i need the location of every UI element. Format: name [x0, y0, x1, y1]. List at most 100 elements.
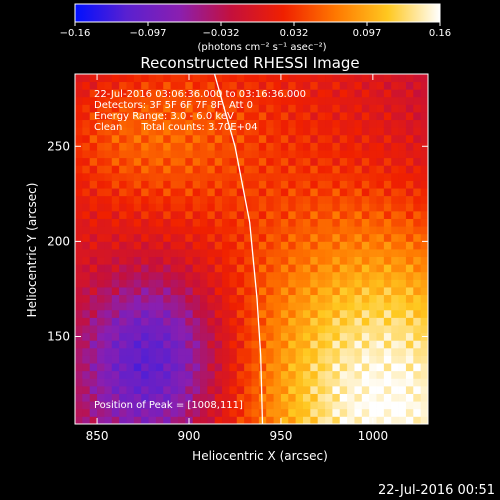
heatmap-cell	[376, 89, 385, 98]
heatmap-cell	[82, 134, 91, 143]
heatmap-cell	[420, 264, 428, 273]
heatmap-cell	[354, 210, 363, 219]
heatmap-cell	[391, 195, 399, 204]
heatmap-cell	[405, 347, 414, 356]
heatmap-cell	[170, 104, 179, 113]
heatmap-cell	[163, 89, 171, 98]
heatmap-cell	[141, 401, 149, 410]
heatmap-cell	[89, 157, 98, 166]
heatmap-cell	[207, 210, 216, 219]
heatmap-cell	[214, 355, 223, 364]
heatmap-cell	[141, 89, 149, 98]
heatmap-cell	[288, 165, 297, 174]
heatmap-cell	[229, 81, 238, 90]
heatmap-cell	[251, 119, 260, 128]
heatmap-cell	[310, 226, 319, 235]
heatmap-cell	[295, 218, 304, 227]
heatmap-cell	[148, 119, 157, 128]
heatmap-cell	[119, 104, 127, 113]
heatmap-cell	[413, 104, 422, 113]
heatmap-cell	[354, 81, 363, 90]
heatmap-cell	[141, 385, 149, 394]
heatmap-cell	[361, 203, 370, 212]
heatmap-cell	[236, 363, 245, 372]
heatmap-cell	[207, 309, 216, 318]
heatmap-cell	[214, 180, 223, 189]
heatmap-cell	[126, 127, 135, 136]
heatmap-cell	[126, 172, 135, 181]
heatmap-cell	[251, 408, 260, 417]
heatmap-cell	[200, 325, 208, 334]
heatmap-cell	[126, 150, 135, 159]
heatmap-cell	[177, 127, 186, 136]
heatmap-cell	[347, 416, 355, 424]
heatmap-cell	[405, 408, 414, 417]
heatmap-cell	[391, 134, 399, 143]
heatmap-cell	[405, 385, 414, 394]
heatmap-cell	[214, 378, 223, 387]
heatmap-cell	[398, 233, 407, 242]
heatmap-cell	[170, 203, 179, 212]
heatmap-cell	[369, 188, 377, 197]
heatmap-cell	[126, 264, 135, 273]
heatmap-cell	[236, 134, 245, 143]
heatmap-cell	[280, 271, 289, 280]
heatmap-cell	[214, 347, 223, 356]
heatmap-cell	[339, 89, 348, 98]
heatmap-cell	[347, 142, 355, 151]
heatmap-cell	[214, 89, 223, 98]
heatmap-cell	[89, 218, 98, 227]
heatmap-cell	[376, 195, 385, 204]
heatmap-cell	[148, 150, 157, 159]
heatmap-cell	[398, 81, 407, 90]
heatmap-cell	[361, 332, 370, 341]
heatmap-cell	[244, 180, 252, 189]
heatmap-cell	[258, 112, 267, 121]
heatmap-cell	[310, 134, 319, 143]
heatmap-cell	[82, 142, 91, 151]
heatmap-cell	[302, 81, 311, 90]
heatmap-cell	[192, 264, 201, 273]
heatmap-cell	[207, 401, 216, 410]
heatmap-cell	[273, 241, 282, 250]
heatmap-cell	[383, 81, 392, 90]
heatmap-cell	[222, 172, 230, 181]
heatmap-cell	[75, 195, 83, 204]
heatmap-cell	[420, 401, 428, 410]
heatmap-cell	[376, 416, 385, 424]
heatmap-cell	[133, 309, 142, 318]
heatmap-cell	[383, 210, 392, 219]
heatmap-cell	[244, 264, 252, 273]
heatmap-cell	[391, 401, 399, 410]
heatmap-cell	[398, 119, 407, 128]
heatmap-cell	[288, 325, 297, 334]
heatmap-cell	[75, 134, 83, 143]
heatmap-cell	[207, 195, 216, 204]
heatmap-cell	[244, 271, 252, 280]
heatmap-cell	[376, 317, 385, 326]
heatmap-cell	[339, 309, 348, 318]
heatmap-cell	[214, 332, 223, 341]
heatmap-cell	[133, 112, 142, 121]
heatmap-cell	[89, 134, 98, 143]
heatmap-cell	[119, 294, 127, 303]
heatmap-cell	[332, 233, 341, 242]
heatmap-cell	[332, 271, 341, 280]
heatmap-cell	[214, 294, 223, 303]
heatmap-cell	[236, 127, 245, 136]
heatmap-cell	[155, 264, 164, 273]
heatmap-cell	[258, 340, 267, 349]
heatmap-cell	[97, 165, 105, 174]
heatmap-cell	[280, 340, 289, 349]
heatmap-cell	[376, 287, 385, 296]
heatmap-cell	[229, 172, 238, 181]
heatmap-cell	[200, 287, 208, 296]
heatmap-cell	[361, 355, 370, 364]
heatmap-cell	[369, 134, 377, 143]
heatmap-cell	[295, 96, 304, 105]
heatmap-cell	[325, 89, 333, 98]
heatmap-cell	[177, 309, 186, 318]
heatmap-cell	[420, 408, 428, 417]
heatmap-cell	[214, 233, 223, 242]
heatmap-cell	[310, 127, 319, 136]
